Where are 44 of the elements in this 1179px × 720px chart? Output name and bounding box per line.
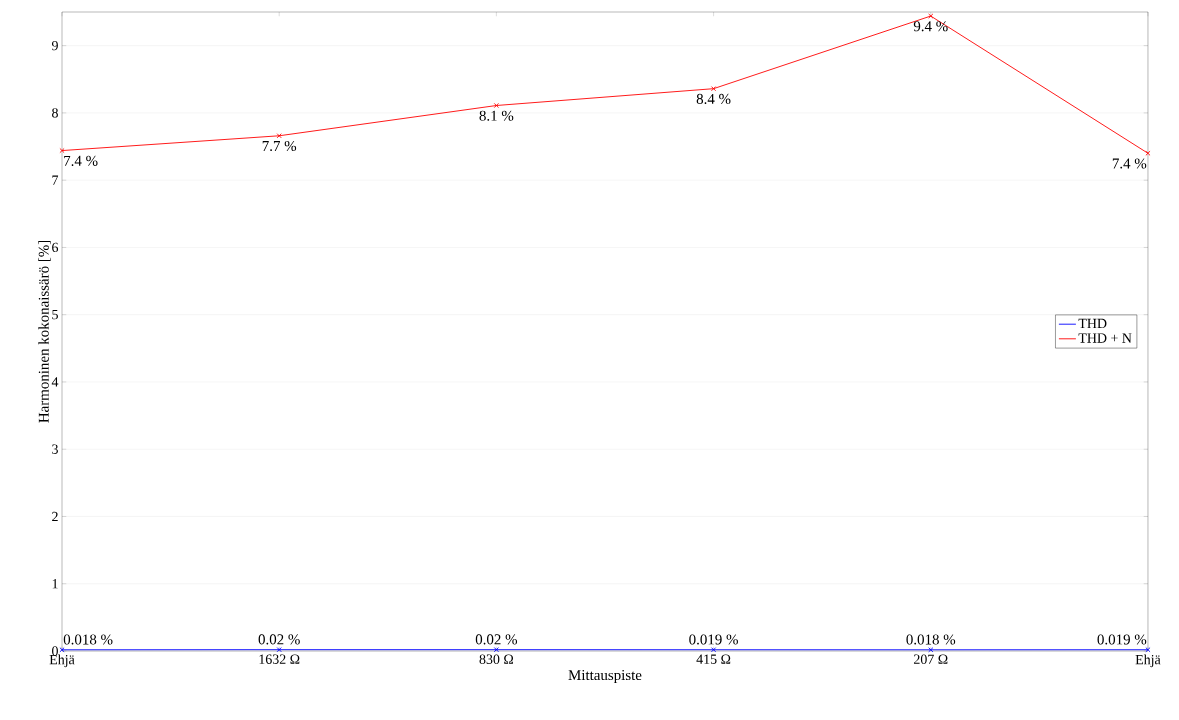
data-label: 7.4 % [64,155,98,166]
data-label: 0.018 % [906,634,956,645]
x-axis-title: Mittauspiste [568,670,642,684]
y-tick-label: 8 [52,108,58,118]
y-tick-label: 3 [52,444,58,454]
y-tick-label: 2 [52,511,58,522]
point [928,647,934,653]
y-axis-title: Harmoninen kokonaissärö [%] [38,240,51,423]
y-tick-label: 5 [52,310,58,320]
point [59,148,65,154]
point [711,647,717,653]
data-label: 9.4 % [913,21,948,32]
y-tick-label: 4 [51,377,59,387]
x-tick-label: Ehjä [49,654,75,668]
data-label: 0.019 % [1097,634,1147,645]
data-label: 7.4 % [1112,158,1147,169]
point [493,647,499,653]
y-tick-label: 9 [51,40,58,51]
x-tick-label: Ehjä [1135,654,1161,668]
y-tick-label: 1 [52,579,58,589]
data-label: 8.4 % [696,93,731,105]
x-tick-label: 1632 Ω [259,654,300,664]
data-label: 7.7 % [262,140,297,152]
data-label: 0.018 % [63,634,113,645]
data-label: 8.1 % [479,110,514,121]
data-label: 0.019 % [689,634,738,645]
point [928,13,934,19]
point [1145,150,1151,156]
data-label: 0.02 % [475,634,518,645]
legend-label: THD + N [1078,333,1132,343]
point [711,86,717,92]
y-tick-label: 6 [52,242,59,253]
data-label: 0.02 % [258,634,300,645]
point [276,133,282,139]
y-tick-label: 7 [52,175,59,185]
x-tick-label: 830 Ω [479,654,514,664]
point [59,647,65,653]
y-tick-label: 0 [52,646,58,656]
legend-label: THD [1078,318,1107,329]
x-tick-label: 415 Ω [696,654,731,664]
point [276,647,282,653]
point [1145,647,1151,653]
x-tick-label: 207 Ω [913,654,948,664]
point [493,102,499,109]
